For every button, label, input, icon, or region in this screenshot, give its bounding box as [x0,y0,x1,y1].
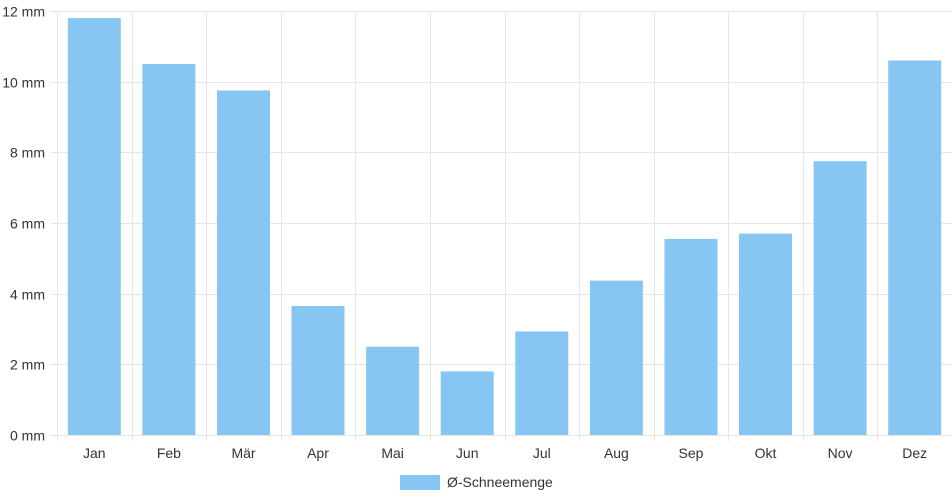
bar[interactable] [440,371,494,435]
y-tick-label: 0 mm [10,428,45,444]
bar[interactable] [888,60,942,436]
legend-label[interactable]: Ø-Schneemenge [447,474,553,490]
x-tick-label: Apr [307,445,329,461]
x-tick-label: Jan [83,445,106,461]
legend[interactable]: Ø-Schneemenge [400,474,553,490]
bars [67,18,942,436]
bar[interactable] [664,238,718,435]
y-tick-label: 8 mm [10,145,45,161]
x-tick-label: Sep [679,445,704,461]
x-tick-label: Mai [381,445,404,461]
x-tick-label: Mär [231,445,255,461]
x-tick-label: Nov [828,445,853,461]
bar[interactable] [142,64,196,435]
bar[interactable] [67,18,121,435]
bar[interactable] [515,331,569,436]
y-tick-label: 12 mm [2,4,45,20]
grid [51,11,952,441]
x-tick-label: Aug [604,445,629,461]
bar[interactable] [813,161,867,435]
axes: 0 mm 2 mm 4 mm 6 mm 8 mm 10 mm 12 mm Jan Feb Mär A… [2,4,927,462]
bar[interactable] [217,90,270,436]
x-tick-label: Feb [157,445,181,461]
y-tick-label: 4 mm [10,287,45,303]
bar[interactable] [589,280,643,435]
x-tick-label: Dez [902,445,927,461]
x-tick-label: Okt [755,445,777,461]
y-tick-label: 6 mm [10,216,45,232]
x-tick-label: Jun [456,445,479,461]
bar[interactable] [366,346,420,435]
y-tick-label: 2 mm [10,357,45,373]
y-tick-label: 10 mm [2,75,45,91]
bar[interactable] [291,306,345,435]
x-tick-label: Jul [533,445,551,461]
bar[interactable] [739,233,792,435]
legend-swatch[interactable] [400,475,440,490]
